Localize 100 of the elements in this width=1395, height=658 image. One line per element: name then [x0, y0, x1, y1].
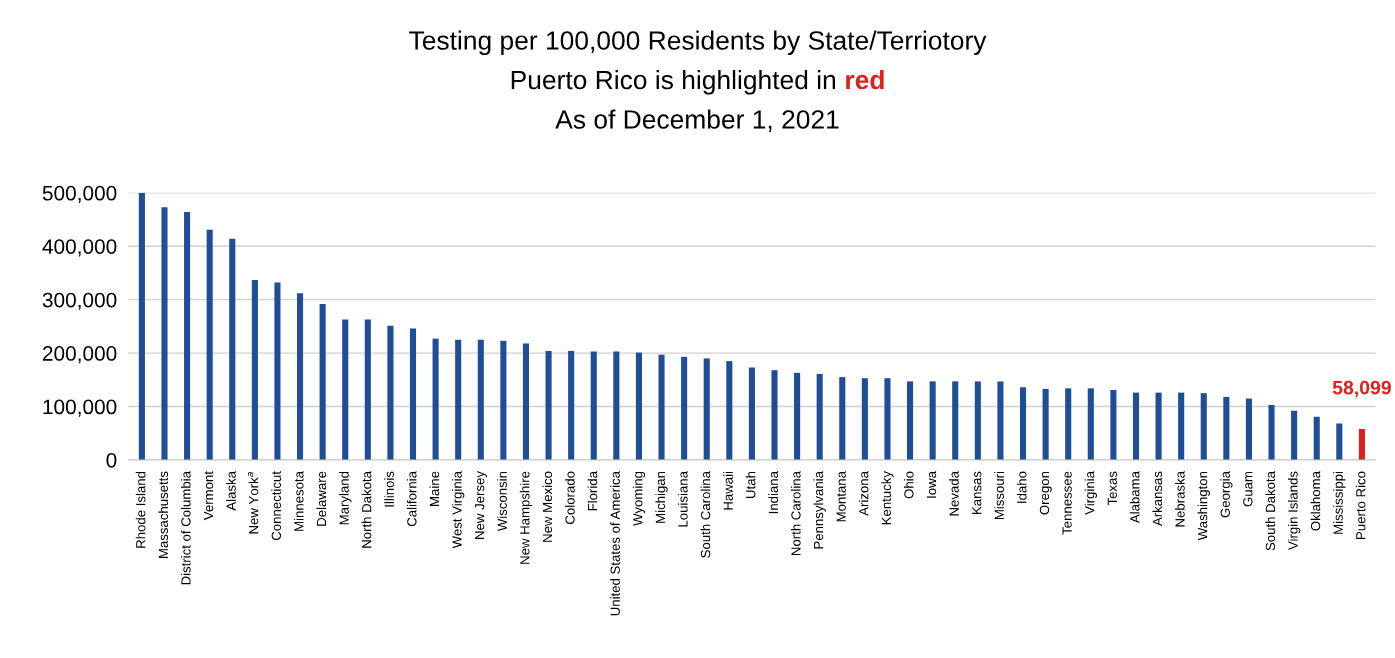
- x-tick-label: Connecticut: [271, 471, 281, 541]
- x-tick-label: Vermont: [204, 471, 214, 521]
- x-tick-label: Pennsylvania: [813, 471, 826, 549]
- bar: [206, 229, 213, 460]
- x-tick-label: Louisiana: [677, 471, 688, 527]
- bar: [1200, 393, 1207, 460]
- bar: [432, 338, 439, 460]
- y-tick-label: 400,000: [42, 239, 117, 257]
- x-tick-label: Tennessee: [1062, 471, 1072, 535]
- y-tick-label: 500,000: [42, 185, 117, 204]
- bar: [229, 238, 236, 460]
- bar: [884, 378, 891, 460]
- bar: [1313, 416, 1320, 460]
- x-tick-label: Puerto Rico: [1355, 471, 1366, 539]
- x-tick-label: California: [406, 471, 417, 527]
- bar: [1042, 388, 1049, 460]
- bar: [590, 351, 597, 460]
- bar: [1223, 396, 1230, 460]
- x-tick-label: Massachusetts: [158, 471, 169, 558]
- x-tick-label: Arizona: [858, 471, 869, 516]
- x-tick-label: Florida: [587, 471, 598, 511]
- x-tick-label: Iowa: [926, 471, 937, 498]
- y-tick-label: 200,000: [42, 346, 117, 364]
- x-tick-label: District of Columbia: [180, 471, 191, 585]
- bar: [1336, 423, 1343, 460]
- bar: [1155, 392, 1162, 460]
- bar: [477, 339, 484, 460]
- bar: [726, 361, 733, 460]
- y-tick-label: 0: [106, 452, 117, 468]
- bar: [1087, 388, 1094, 460]
- x-tick-label: Virgin Islands: [1287, 471, 1301, 550]
- x-tick-label: Rhode Island: [135, 471, 146, 548]
- chart-title: Testing per 100,000 Residents by State/Terriotory: [409, 30, 987, 56]
- x-tick-label: Ohio: [903, 471, 914, 499]
- bar: [568, 350, 575, 460]
- bar: [1358, 428, 1365, 460]
- bar: [658, 354, 665, 460]
- x-tick-label: West Virginia: [452, 471, 465, 549]
- bar: [907, 381, 914, 460]
- x-tick-label: Utah: [745, 471, 756, 498]
- x-tick-label: South Carolina: [700, 471, 711, 558]
- x-tick-label: New Jersey: [475, 471, 487, 539]
- x-tick-label: Hawaii: [723, 471, 733, 510]
- x-tick-label: Maine: [429, 471, 440, 506]
- bar: [816, 373, 823, 460]
- x-tick-label: Oregon: [1039, 471, 1052, 515]
- bar: [929, 381, 936, 460]
- bar: [274, 282, 281, 460]
- x-tick-label: Maryland: [339, 471, 352, 525]
- x-tick-label: Mississippi: [1333, 471, 1346, 534]
- x-tick-label: Idaho: [1016, 471, 1027, 503]
- x-tick-label: Nevada: [949, 471, 959, 516]
- bar: [500, 340, 507, 460]
- chart-subtitle: Puerto Rico is highlighted in red As of December 1, 2021: [511, 69, 884, 132]
- bar: [364, 319, 371, 460]
- x-tick-label: Montana: [836, 471, 846, 522]
- bar: [545, 350, 552, 460]
- x-tick-label: Nebraska: [1175, 471, 1185, 527]
- bar: [1132, 392, 1140, 460]
- bar: [748, 367, 755, 460]
- x-tick-label: Arkansas: [1152, 471, 1163, 527]
- bar: [861, 378, 868, 460]
- x-tick-label: Virginia: [1084, 471, 1097, 515]
- bar: [771, 370, 778, 460]
- bar: [974, 381, 981, 460]
- x-tick-label: Kansas: [972, 471, 982, 514]
- x-tick-label: Indiana: [768, 471, 779, 514]
- bar: [997, 381, 1004, 460]
- x-tick-label: Washington: [1197, 471, 1210, 541]
- y-tick-label: 300,000: [42, 292, 117, 310]
- x-tick-label: Colorado: [565, 471, 575, 524]
- bar: [703, 358, 710, 460]
- x-tick-label: Wyoming: [632, 471, 646, 526]
- bar: [1291, 410, 1298, 460]
- bar: [138, 192, 145, 460]
- x-tick-label: Texas: [1107, 471, 1117, 506]
- x-tick-label: Michigan: [655, 471, 668, 523]
- bar: [409, 328, 417, 460]
- x-tick-label: North Carolina: [790, 471, 801, 556]
- bar: [1178, 392, 1185, 460]
- bar: [1019, 387, 1027, 460]
- bar: [1065, 388, 1072, 460]
- bar: [251, 279, 258, 460]
- bar: [455, 339, 462, 460]
- x-tick-label: Missouri: [994, 471, 1004, 520]
- x-tick-label: Georgia: [1220, 471, 1233, 518]
- x-tick-label: Alaska: [226, 471, 236, 511]
- bar: [952, 381, 959, 460]
- bar: [184, 212, 191, 460]
- bar: [1245, 398, 1252, 460]
- x-tick-label: Oklahoma: [1310, 471, 1321, 531]
- x-tick-label: New York$^{a}$: [247, 472, 259, 534]
- bar: [681, 356, 688, 460]
- bar: [387, 325, 394, 460]
- data-label: 58,099: [1332, 380, 1391, 398]
- bar: [522, 343, 530, 460]
- x-tick-label: Delaware: [316, 471, 327, 526]
- x-tick-label: Illinois: [384, 471, 394, 507]
- x-tick-label: United States of America: [610, 471, 620, 616]
- x-tick-label: New Mexico: [542, 471, 553, 542]
